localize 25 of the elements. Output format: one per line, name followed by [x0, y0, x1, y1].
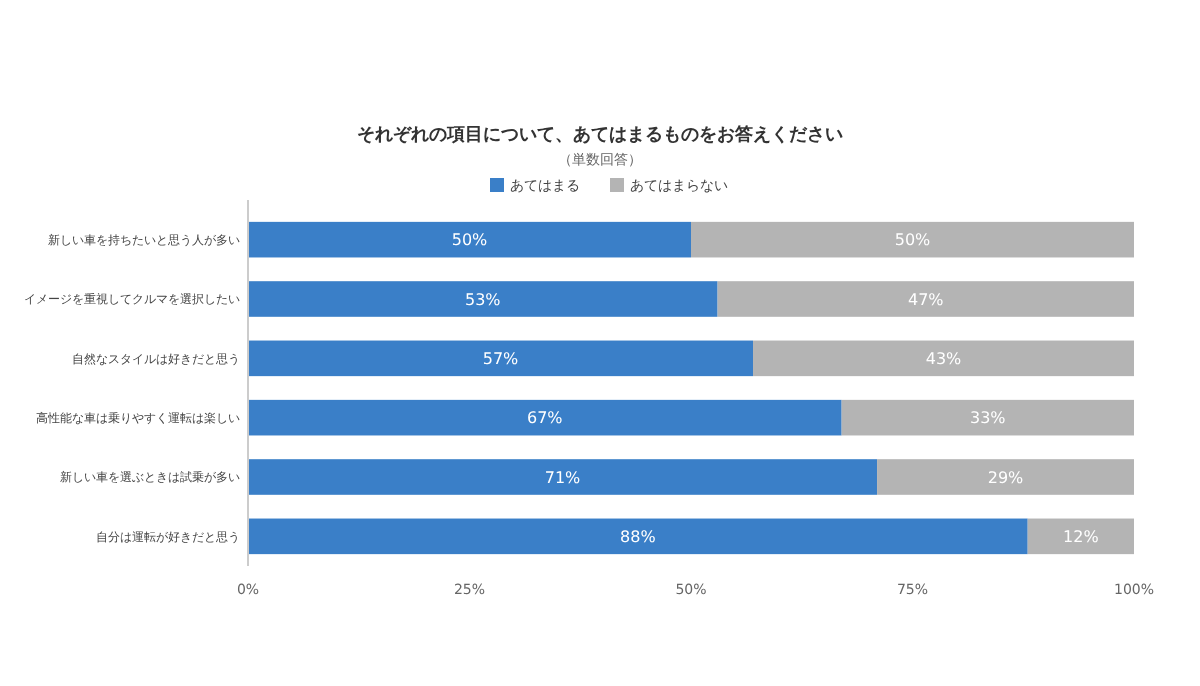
data-label: 33% [970, 409, 1007, 428]
bar [717, 281, 1134, 317]
data-label: 50% [894, 231, 932, 250]
data-label: 29% [987, 468, 1025, 487]
bar [248, 399, 842, 436]
data-label: 71% [544, 468, 582, 487]
data-label: 47% [908, 290, 945, 309]
bar [753, 340, 1134, 377]
data-label: 43% [925, 349, 963, 368]
data-label: 57% [482, 349, 520, 368]
data-label: 50% [451, 231, 489, 250]
data-label: 88% [620, 527, 657, 546]
data-label: 53% [465, 290, 502, 309]
bar [248, 340, 754, 377]
bar [248, 459, 878, 495]
bar [1027, 518, 1134, 555]
bar [841, 399, 1134, 436]
data-label: 67% [527, 409, 564, 428]
bar [877, 459, 1134, 495]
bar [691, 221, 1134, 258]
chart-title: それぞれの項目について、あてはまるものをお答えください [357, 124, 843, 146]
bar [248, 281, 718, 317]
data-label: 12% [1063, 527, 1100, 546]
bar [248, 221, 691, 258]
bar [248, 518, 1028, 555]
